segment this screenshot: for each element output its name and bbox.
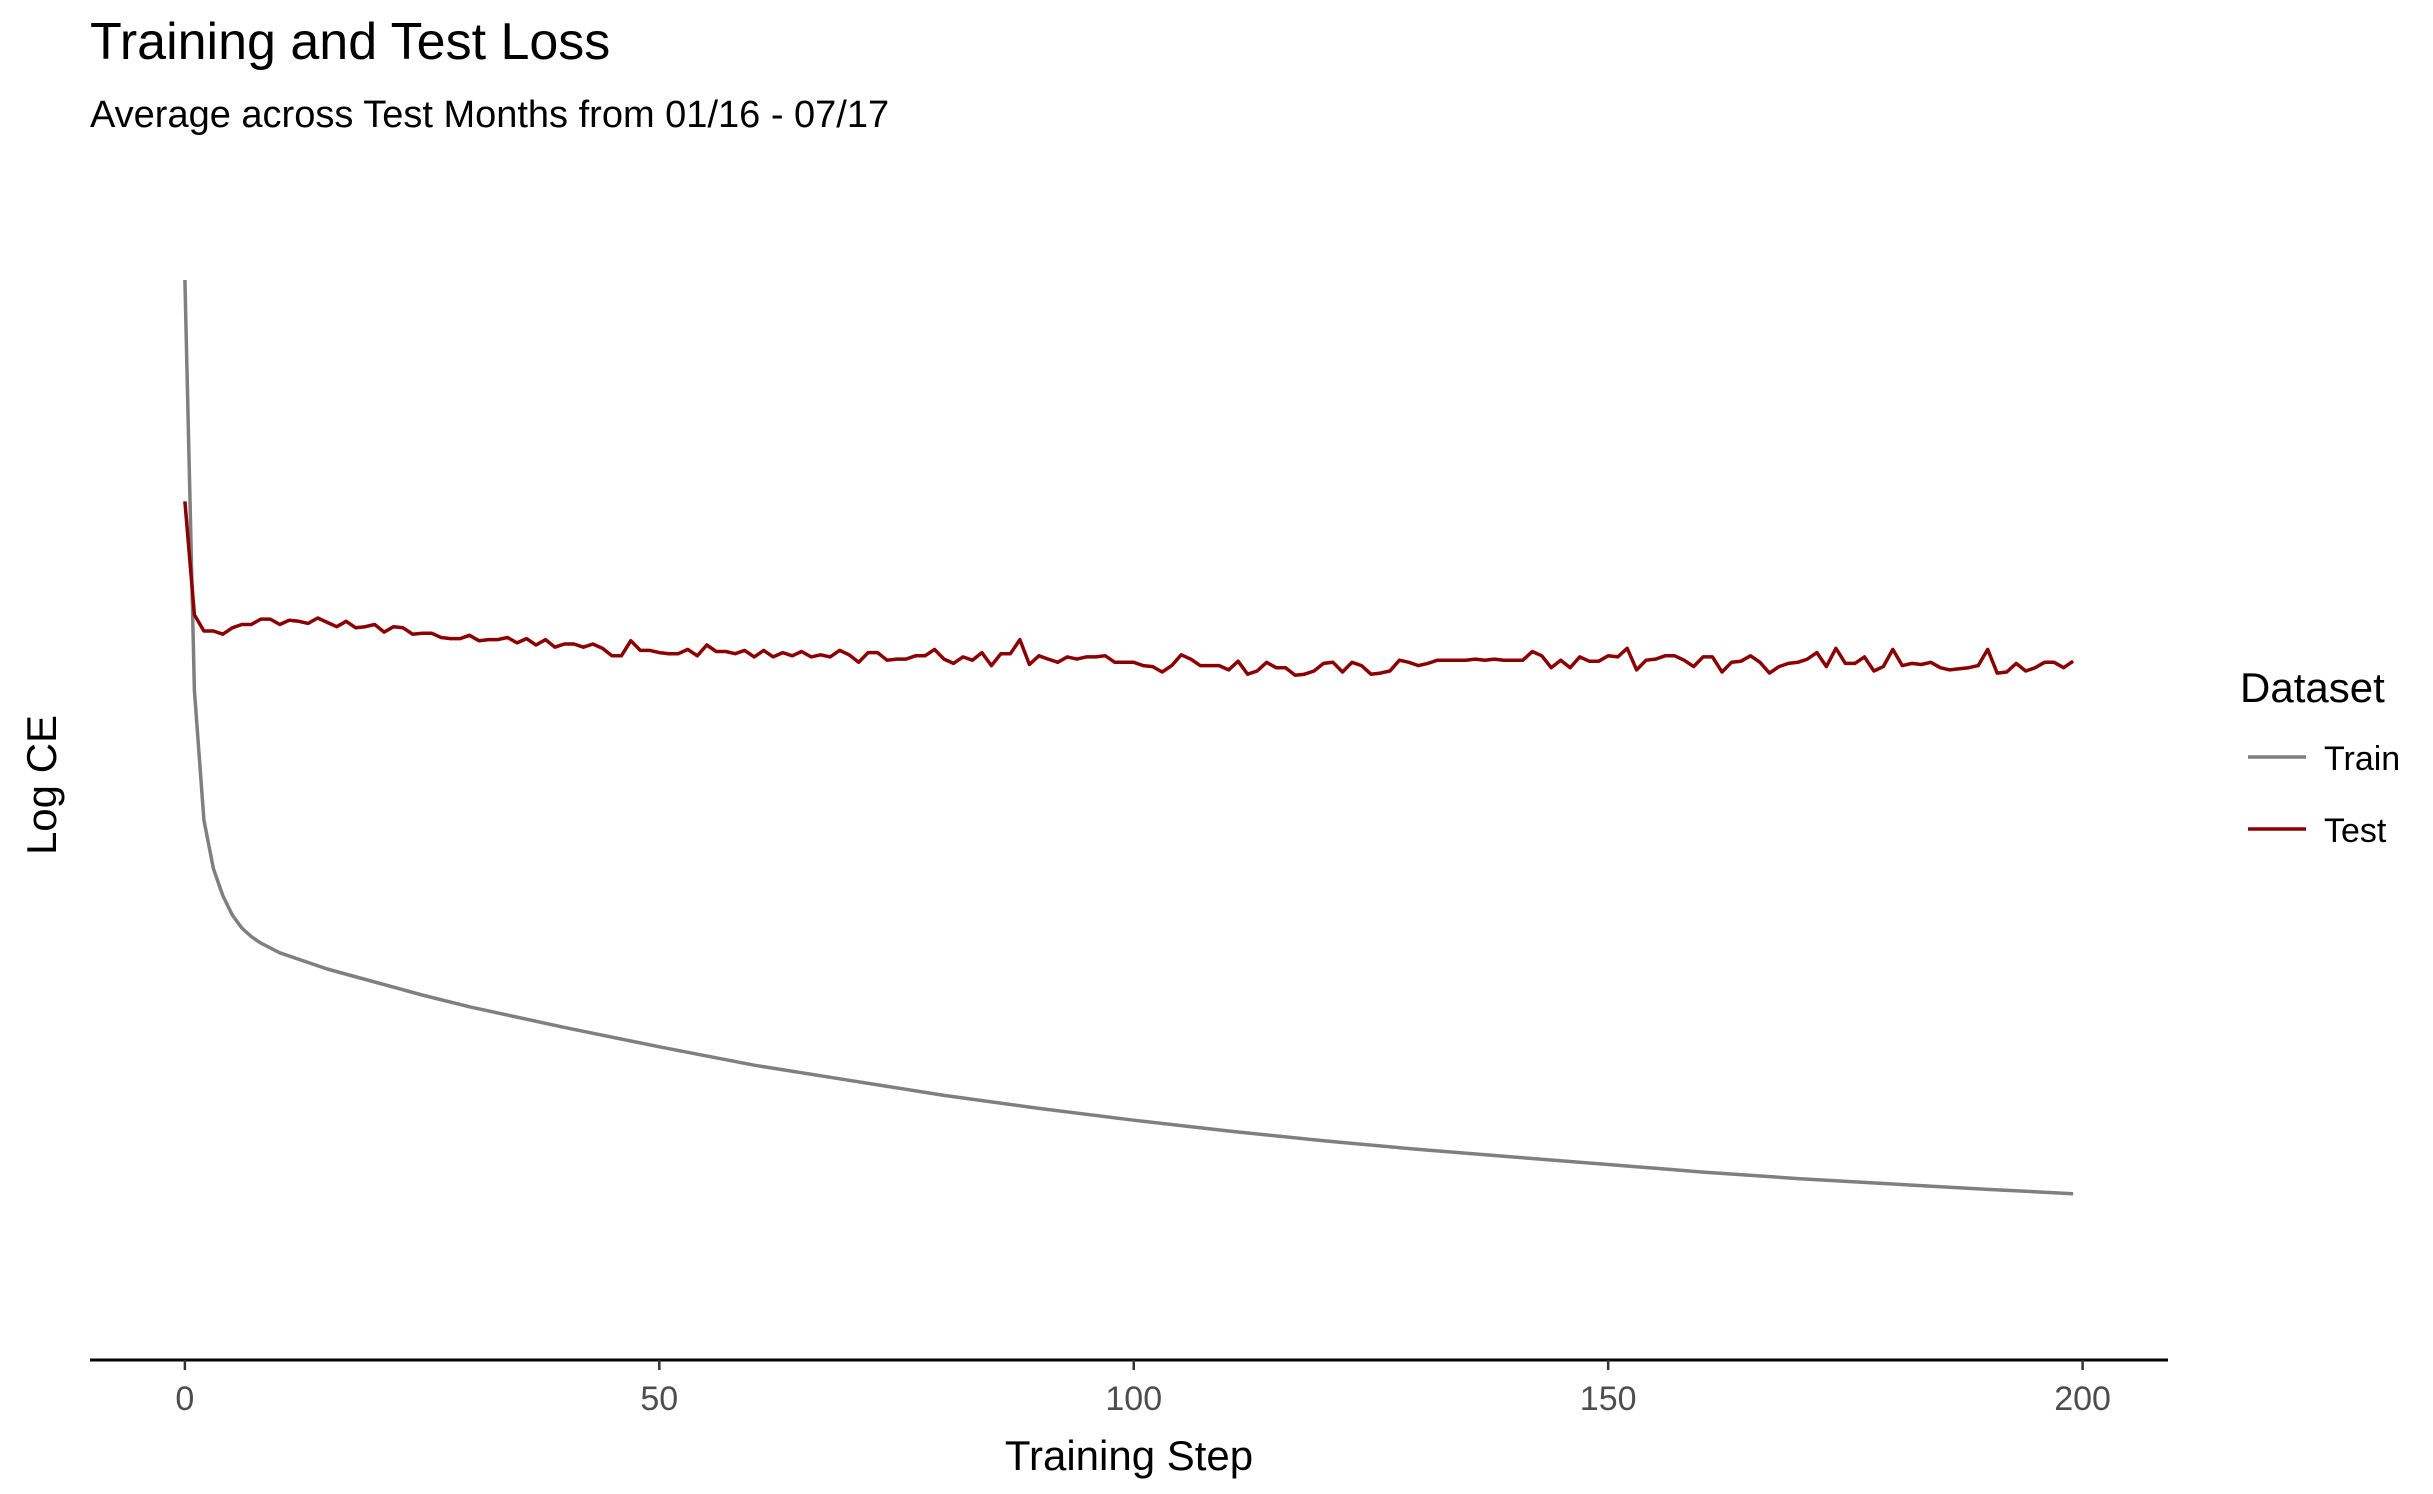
- x-axis-title: Training Step: [1005, 1432, 1253, 1479]
- legend: Dataset Train Test: [2240, 664, 2400, 850]
- legend-label-train: Train: [2324, 740, 2400, 778]
- series-layer: [183, 279, 2075, 1196]
- x-tick-label: 200: [2054, 1380, 2111, 1418]
- chart-title: Training and Test Loss: [90, 13, 611, 71]
- series-line-test: [183, 501, 2075, 678]
- x-tick-label: 0: [175, 1380, 194, 1418]
- chart-subtitle: Average across Test Months from 01/16 - …: [90, 94, 890, 136]
- x-tick-label: 150: [1580, 1380, 1637, 1418]
- x-axis-ticks: 0 50 100 150 200: [175, 1360, 2111, 1418]
- legend-title: Dataset: [2240, 664, 2385, 711]
- series-line-train: [183, 279, 2074, 1196]
- legend-label-test: Test: [2324, 812, 2387, 850]
- y-axis-title: Log CE: [18, 715, 65, 855]
- x-tick-label: 100: [1105, 1380, 1162, 1418]
- x-tick-label: 50: [640, 1380, 678, 1418]
